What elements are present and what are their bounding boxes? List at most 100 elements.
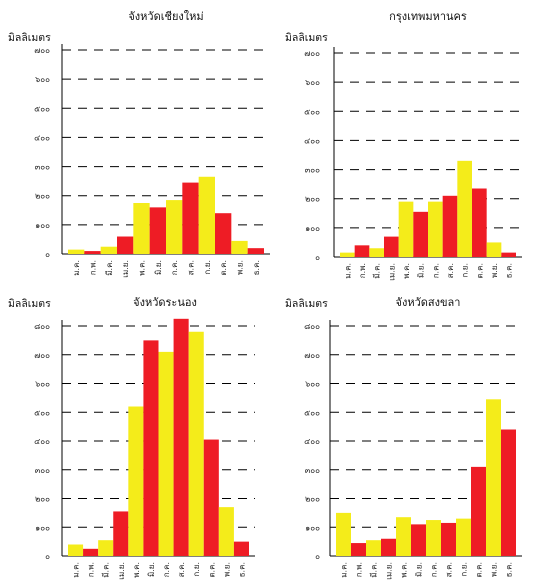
bar-8 xyxy=(442,195,458,257)
y-tick-label: ๕๐๐ xyxy=(34,408,50,417)
bar-7 xyxy=(428,201,443,257)
y-tick-label: ๒๐๐ xyxy=(305,195,320,204)
bar-2 xyxy=(83,548,99,556)
bar-8 xyxy=(182,182,199,254)
x-tick-label: ก.พ. xyxy=(355,562,364,577)
x-tick-label: มี.ค. xyxy=(105,260,114,276)
x-tick-label: ก.พ. xyxy=(358,263,367,278)
y-tick-label: ๑๐๐ xyxy=(35,523,50,532)
bar-6 xyxy=(411,524,426,557)
bar-7 xyxy=(426,520,441,556)
x-tick-label: ก.ค. xyxy=(170,260,179,275)
bar-3 xyxy=(369,248,384,257)
x-tick-label: มิ.ย. xyxy=(154,260,163,275)
y-tick-label: ๓๐๐ xyxy=(35,163,50,172)
bar-3 xyxy=(100,246,117,254)
x-tick-label: มิ.ย. xyxy=(415,562,424,577)
chart-title: จังหวัดระนอง xyxy=(133,296,197,309)
x-tick-label: ต.ค. xyxy=(475,562,484,578)
x-tick-label: พ.ค. xyxy=(402,263,411,279)
x-tick-label: ม.ค. xyxy=(340,562,349,578)
x-tick-label: พ.ค. xyxy=(400,562,409,578)
bar-8 xyxy=(173,318,189,556)
bar-10 xyxy=(471,466,486,557)
x-tick-label: ธ.ค. xyxy=(505,562,514,577)
y-tick-label: ๓๐๐ xyxy=(35,466,50,475)
x-tick-label: ก.พ. xyxy=(87,562,96,577)
x-tick-label: ธ.ค. xyxy=(252,260,261,275)
y-tick-label: ๔๐๐ xyxy=(34,133,50,142)
bar-5 xyxy=(128,406,144,556)
y-tick-label: ๒๐๐ xyxy=(35,495,50,504)
bar-5 xyxy=(133,203,150,254)
chart-title: กรุงเทพมหานคร xyxy=(389,10,467,23)
bar-1 xyxy=(68,249,85,254)
y-tick-label: ๔๐๐ xyxy=(304,136,320,145)
x-tick-label: เม.ย. xyxy=(121,260,130,278)
bar-11 xyxy=(218,507,234,557)
bar-4 xyxy=(113,511,129,556)
y-tick-label: ๑๐๐ xyxy=(305,224,320,233)
x-tick-label: มิ.ย. xyxy=(147,562,156,577)
bar-6 xyxy=(413,211,428,257)
y-tick-label: ๔๐๐ xyxy=(304,437,320,446)
bar-9 xyxy=(188,331,204,556)
x-tick-label: ม.ค. xyxy=(72,260,81,276)
bar-4 xyxy=(381,538,396,556)
bar-9 xyxy=(198,176,215,254)
bar-4 xyxy=(117,236,134,254)
y-tick-label: ๖๐๐ xyxy=(305,78,320,87)
x-tick-label: ส.ค. xyxy=(187,260,196,275)
y-tick-label: ๗๐๐ xyxy=(34,46,50,55)
bar-12 xyxy=(233,541,249,557)
x-tick-label: พ.ย. xyxy=(490,562,499,577)
x-tick-label: พ.ย. xyxy=(222,562,231,577)
bar-6 xyxy=(149,207,166,254)
bar-7 xyxy=(158,351,174,557)
y-tick-label: ๓๐๐ xyxy=(305,166,320,175)
bar-5 xyxy=(396,517,411,556)
x-tick-label: เม.ย. xyxy=(387,263,396,281)
y-tick-label: ๕๐๐ xyxy=(304,107,320,116)
y-tick-label: ๘๐๐ xyxy=(34,322,50,331)
chart-title: จังหวัดเชียงใหม่ xyxy=(128,10,203,23)
bar-10 xyxy=(472,188,487,257)
bar-8 xyxy=(441,522,456,556)
bar-4 xyxy=(384,236,399,257)
y-tick-label: ๗๐๐ xyxy=(34,351,50,360)
y-tick-label: ๖๐๐ xyxy=(305,380,320,389)
x-tick-label: เม.ย. xyxy=(117,562,126,580)
x-tick-label: ต.ค. xyxy=(219,260,228,276)
bar-12 xyxy=(501,429,516,556)
x-tick-label: พ.ค. xyxy=(138,260,147,276)
y-tick-label: ๐ xyxy=(315,253,320,262)
x-tick-label: ต.ค. xyxy=(207,562,216,578)
y-tick-label: ๐ xyxy=(45,250,50,259)
x-tick-label: ก.ย. xyxy=(461,263,470,278)
bar-1 xyxy=(68,544,84,556)
x-tick-label: พ.ย. xyxy=(236,260,245,275)
bar-2 xyxy=(354,245,370,257)
y-tick-label: ๘๐๐ xyxy=(304,322,320,331)
bar-10 xyxy=(215,213,232,254)
y-tick-label: ๖๐๐ xyxy=(35,75,50,84)
bar-11 xyxy=(486,242,502,257)
bar-10 xyxy=(203,439,219,556)
bar-12 xyxy=(247,248,264,254)
y-axis-label: มิลลิเมตร xyxy=(8,32,51,44)
bar-5 xyxy=(398,201,414,257)
x-tick-label: ก.ย. xyxy=(192,562,201,577)
y-tick-label: ๔๐๐ xyxy=(34,437,50,446)
x-tick-label: ม.ค. xyxy=(343,263,352,279)
y-tick-label: ๗๐๐ xyxy=(304,49,320,58)
bar-11 xyxy=(486,399,501,556)
x-tick-label: มี.ค. xyxy=(370,562,379,578)
x-tick-label: ก.ค. xyxy=(430,562,439,577)
x-tick-label: มี.ค. xyxy=(373,263,382,279)
x-tick-label: พ.ย. xyxy=(490,263,499,278)
x-tick-label: ต.ค. xyxy=(475,263,484,279)
